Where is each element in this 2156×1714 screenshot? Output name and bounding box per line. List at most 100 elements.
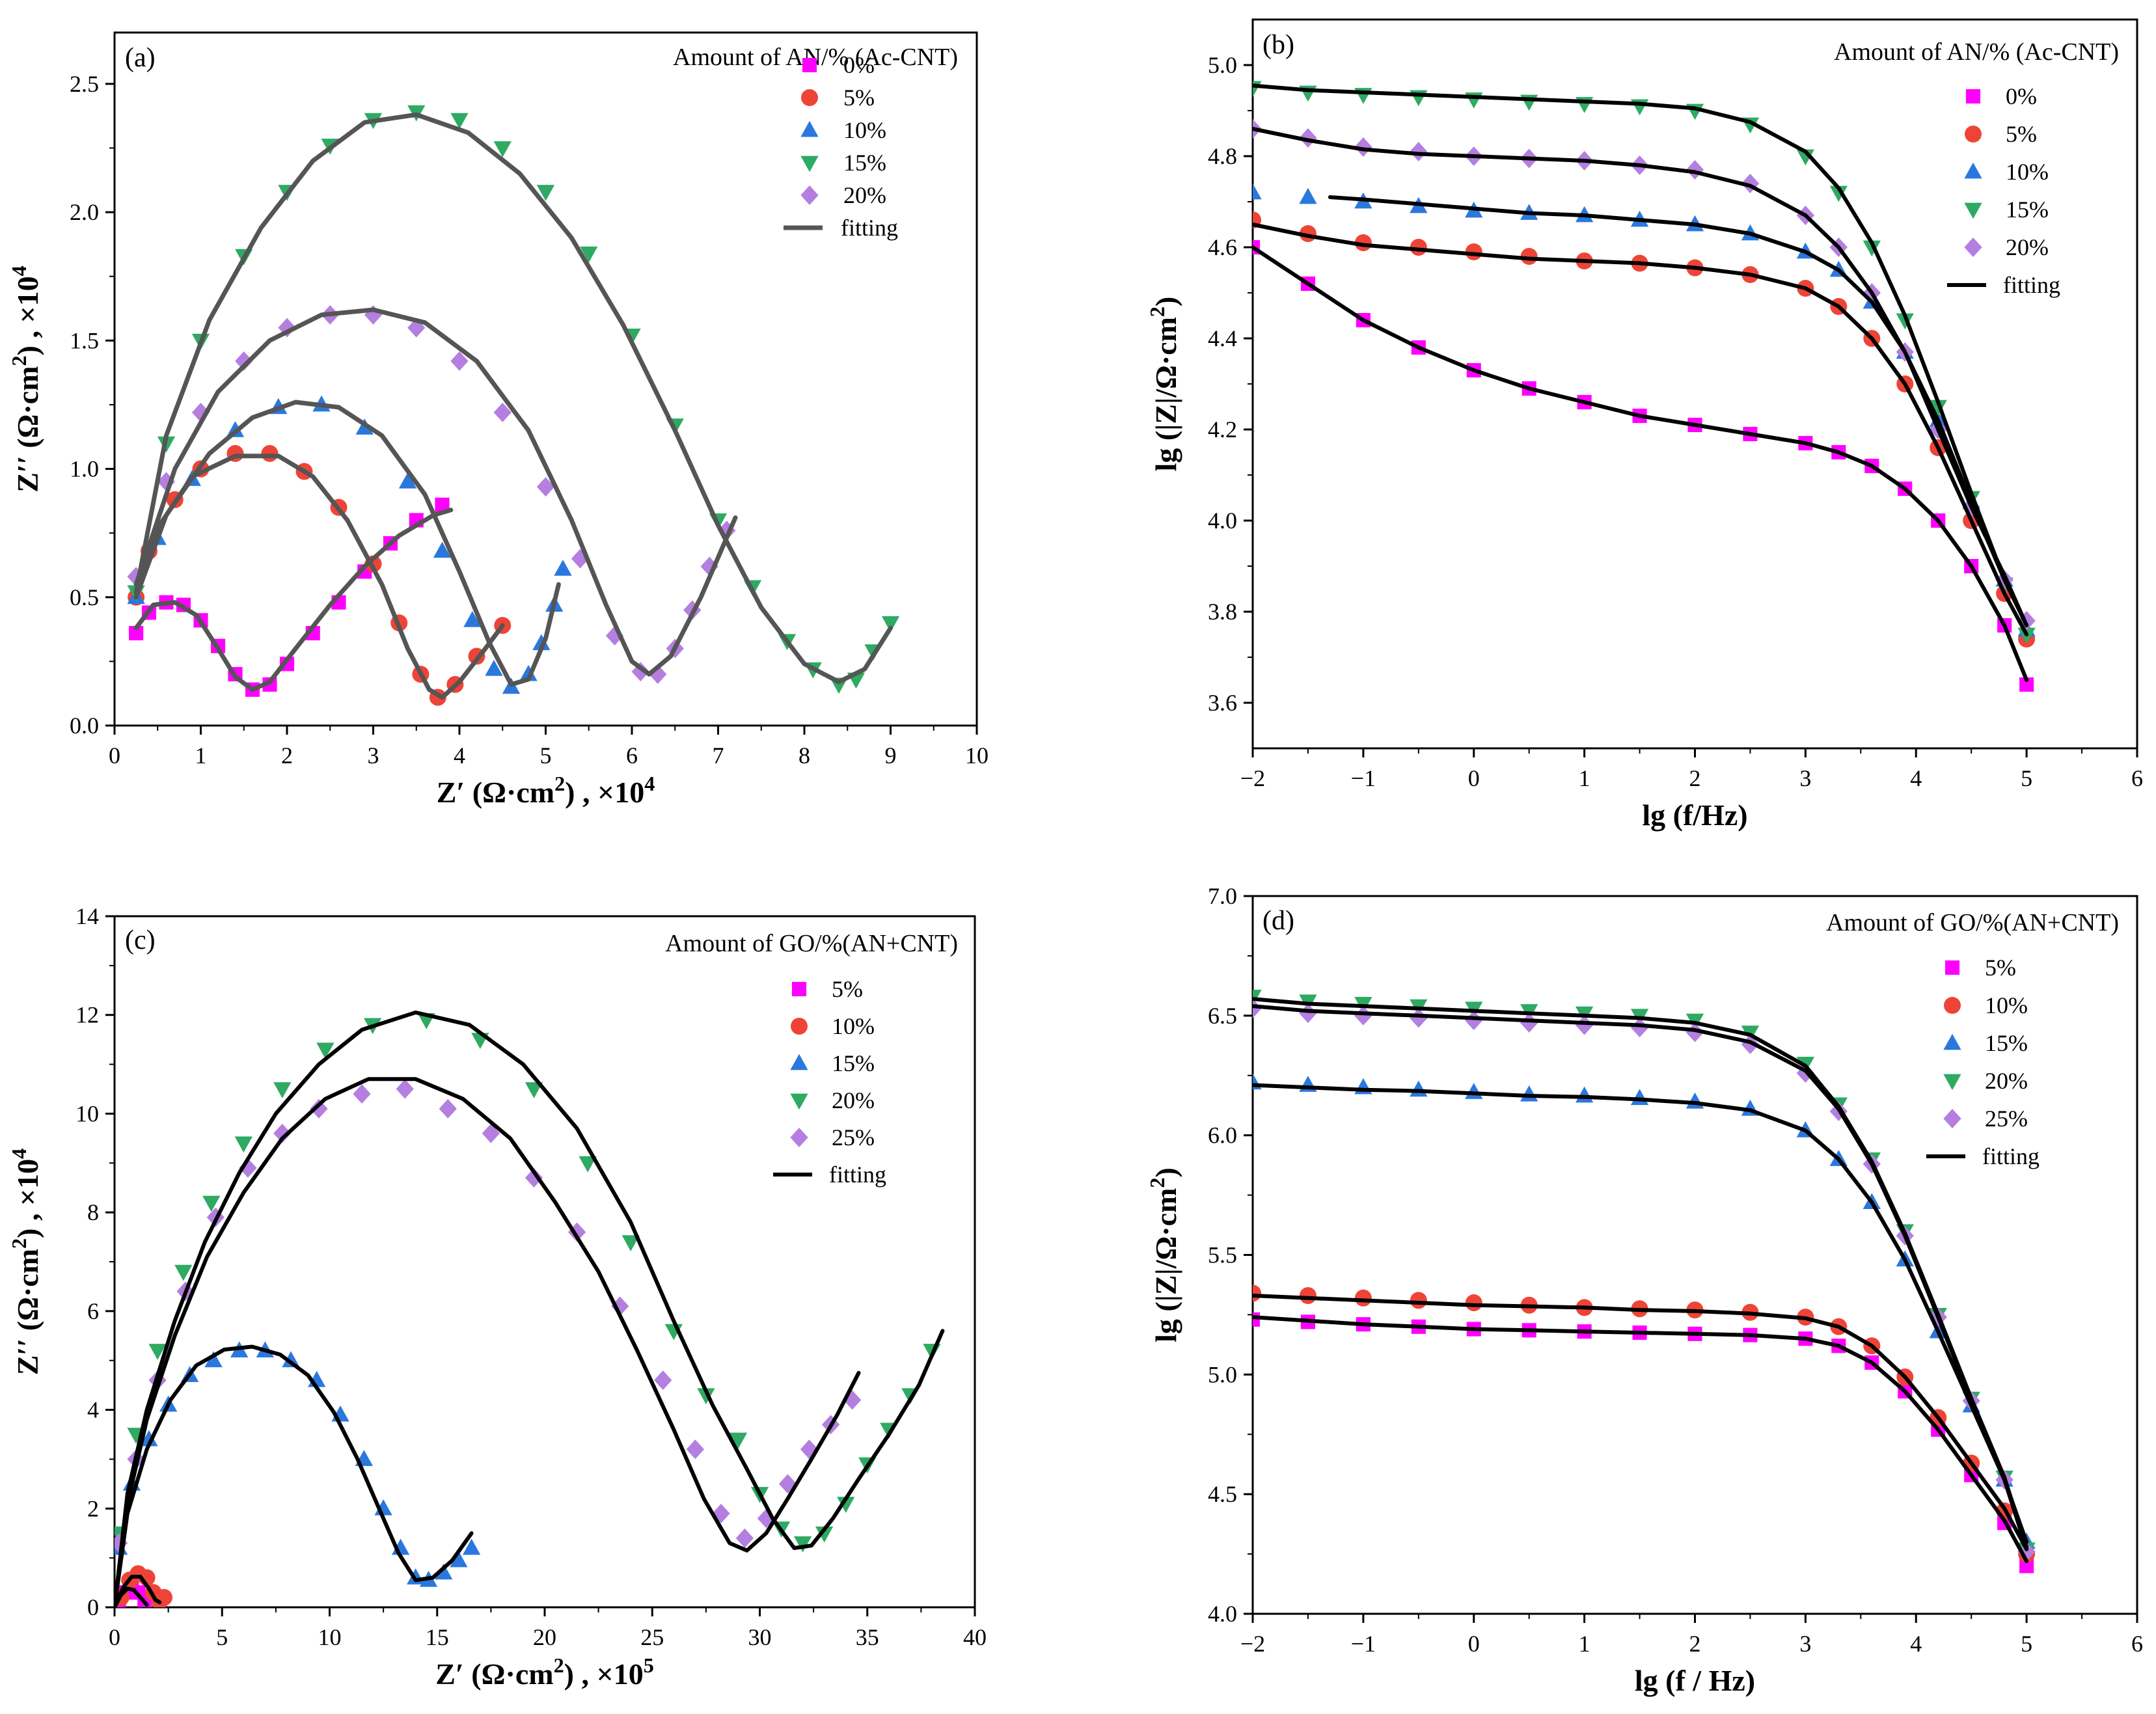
data-point bbox=[654, 1370, 672, 1391]
data-point bbox=[261, 444, 279, 462]
data-point bbox=[1896, 313, 1914, 330]
data-point bbox=[1741, 1035, 1760, 1054]
data-point bbox=[282, 1351, 300, 1368]
x-tick-label: 1 bbox=[1579, 1631, 1590, 1657]
data-point bbox=[1575, 1015, 1594, 1035]
legend-label: 0% bbox=[2006, 83, 2037, 109]
data-point bbox=[686, 1439, 704, 1460]
data-point bbox=[1410, 1292, 1427, 1309]
data-point bbox=[127, 567, 145, 587]
panel-label: (a) bbox=[125, 43, 156, 73]
x-tick-label: 0 bbox=[109, 1624, 120, 1650]
data-point bbox=[493, 141, 512, 157]
plot-area bbox=[1253, 81, 2036, 692]
y-tick-label: 2.5 bbox=[70, 71, 99, 97]
legend-marker bbox=[1943, 1033, 1961, 1050]
data-point bbox=[1520, 1013, 1538, 1033]
legend-label-fitting: fitting bbox=[829, 1162, 886, 1188]
x-tick-label: 0 bbox=[1468, 765, 1480, 791]
legend-label: 20% bbox=[832, 1087, 875, 1113]
y-tick-label: 12 bbox=[75, 1002, 99, 1028]
x-tick-label: 35 bbox=[856, 1624, 879, 1650]
data-point bbox=[2019, 1558, 2034, 1573]
legend-marker bbox=[791, 1018, 808, 1035]
data-point bbox=[1796, 149, 1815, 166]
data-point bbox=[580, 246, 598, 263]
fitting-curve bbox=[1253, 245, 2029, 682]
y-axis-label: lg (|Z|/Ω·cm2) bbox=[1145, 297, 1182, 472]
data-point bbox=[396, 1079, 414, 1099]
legend-marker bbox=[1965, 126, 1982, 143]
data-point bbox=[1354, 137, 1372, 157]
series-25pct bbox=[115, 1079, 862, 1553]
legend-label: 10% bbox=[843, 117, 886, 143]
x-tick-label: 3 bbox=[368, 742, 379, 769]
data-point bbox=[1929, 400, 1947, 416]
panel-label: (b) bbox=[1262, 30, 1294, 60]
x-tick-label: 9 bbox=[885, 742, 897, 769]
legend-label: 5% bbox=[2006, 121, 2037, 147]
x-tick-label: 5 bbox=[2021, 765, 2032, 791]
x-tick-label: 5 bbox=[540, 742, 552, 769]
y-tick-label: 8 bbox=[87, 1199, 99, 1225]
data-point bbox=[191, 402, 210, 422]
legend: Amount of AN/% (Ac-CNT) 0% 5% 10% 15% 20% fitt… bbox=[1834, 38, 2119, 298]
data-point bbox=[2017, 1542, 2036, 1562]
y-tick-label: 6.5 bbox=[1208, 1003, 1237, 1029]
y-tick-label: 4.4 bbox=[1208, 325, 1237, 351]
y-tick-label: 4.5 bbox=[1208, 1481, 1237, 1507]
data-point bbox=[148, 1344, 167, 1360]
legend-label-fitting: fitting bbox=[841, 215, 898, 241]
data-point bbox=[729, 1432, 748, 1449]
x-tick-label: 6 bbox=[2131, 1631, 2143, 1657]
legend-label-fitting: fitting bbox=[1982, 1143, 2040, 1169]
data-point bbox=[1410, 1080, 1428, 1097]
data-point bbox=[1630, 1089, 1649, 1106]
x-tick-label: 1 bbox=[195, 742, 207, 769]
fitting-curve bbox=[115, 1010, 945, 1607]
y-tick-label: 10 bbox=[75, 1100, 99, 1126]
data-point bbox=[462, 1538, 481, 1555]
legend-label: 15% bbox=[832, 1050, 875, 1076]
data-point bbox=[1520, 1085, 1538, 1102]
data-point bbox=[273, 1123, 292, 1143]
fitting-curve bbox=[115, 1344, 474, 1607]
legend-marker bbox=[790, 1128, 808, 1147]
legend-label: 15% bbox=[843, 150, 886, 176]
data-point bbox=[239, 1158, 257, 1178]
panel-label: (d) bbox=[1262, 906, 1294, 936]
legend-label: 10% bbox=[2006, 159, 2049, 185]
data-point bbox=[611, 1296, 629, 1316]
y-tick-label: 5.0 bbox=[1208, 1361, 1237, 1387]
legend-label: 5% bbox=[1985, 955, 2016, 981]
fitting-curve bbox=[115, 1575, 162, 1607]
series-10pct bbox=[127, 395, 572, 694]
data-point bbox=[235, 351, 253, 371]
y-axis-label: lg (|Z|/Ω·cm2) bbox=[1145, 1167, 1182, 1342]
x-axis-label: lg (f / Hz) bbox=[1635, 1664, 1755, 1697]
y-tick-label: 4.6 bbox=[1208, 234, 1237, 260]
data-point bbox=[398, 472, 417, 489]
data-point bbox=[1685, 1092, 1704, 1109]
data-point bbox=[793, 1536, 812, 1553]
series-20pct bbox=[127, 305, 736, 685]
data-point bbox=[1299, 1287, 1317, 1305]
data-point bbox=[450, 351, 469, 371]
y-tick-label: 4 bbox=[87, 1397, 99, 1423]
fitting-curve bbox=[1328, 195, 2029, 627]
y-tick-label: 2 bbox=[87, 1495, 99, 1521]
fitting-curve bbox=[133, 508, 454, 692]
x-tick-label: 25 bbox=[640, 1624, 664, 1650]
data-point bbox=[485, 659, 503, 676]
data-point bbox=[1299, 187, 1317, 204]
fitting-curve bbox=[1253, 1083, 2029, 1544]
y-axis-label: Z′′ (Ω·cm2) , ×104 bbox=[7, 265, 44, 493]
y-tick-label: 6 bbox=[87, 1298, 99, 1324]
data-point bbox=[1410, 1008, 1428, 1028]
data-point bbox=[579, 1156, 597, 1173]
data-point bbox=[815, 1526, 834, 1543]
data-point bbox=[837, 1497, 855, 1513]
data-point bbox=[1253, 183, 1262, 200]
legend: Amount of GO/%(AN+CNT) 5% 10% 15% 20% 25% fitt… bbox=[665, 930, 958, 1188]
x-tick-label: 10 bbox=[318, 1624, 342, 1650]
